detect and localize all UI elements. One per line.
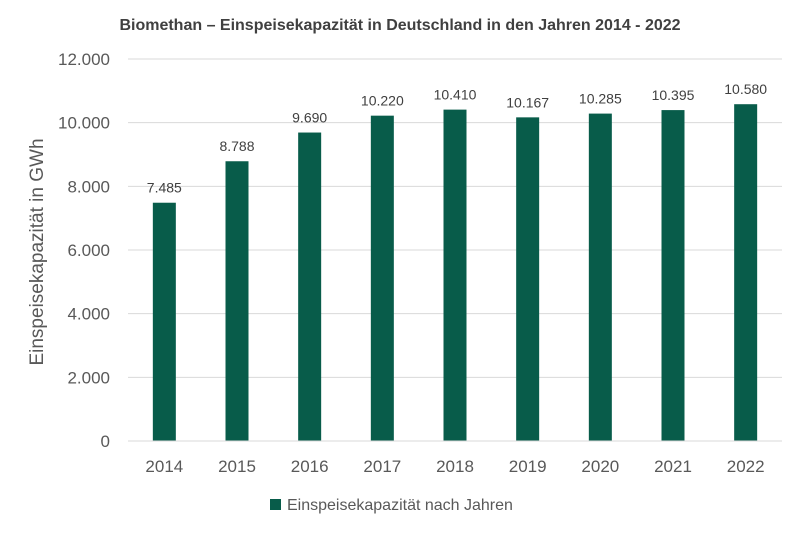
x-tick-label: 2014 <box>145 457 183 476</box>
x-axis-ticks: 2014 2015 2016 2017 2018 2019 2020 2021 2022 <box>145 457 764 476</box>
y-tick-label: 10.000 <box>58 114 110 133</box>
data-label: 10.410 <box>434 87 477 103</box>
x-tick-label: 2017 <box>363 457 401 476</box>
x-tick-label: 2015 <box>218 457 256 476</box>
data-label: 10.220 <box>361 93 404 109</box>
legend-swatch <box>270 499 281 510</box>
y-axis-ticks: 0 2.000 4.000 6.000 8.000 10.000 12.000 <box>58 50 110 451</box>
chart-title: Biomethan – Einspeisekapazität in Deutsc… <box>119 17 680 34</box>
bars <box>152 104 758 442</box>
bar <box>225 161 249 442</box>
bar <box>370 115 394 441</box>
x-tick-label: 2019 <box>509 457 547 476</box>
x-tick-label: 2021 <box>654 457 692 476</box>
data-labels: 7.485 8.788 9.690 10.220 10.410 10.167 10.285 1… <box>147 81 767 196</box>
bar <box>152 202 176 441</box>
bar <box>588 113 612 441</box>
y-tick-label: 6.000 <box>67 241 110 260</box>
y-tick-label: 8.000 <box>67 177 110 196</box>
y-tick-label: 0 <box>101 432 110 451</box>
bar <box>734 104 758 441</box>
data-label: 10.167 <box>506 94 549 110</box>
data-label: 10.285 <box>579 91 622 107</box>
data-label: 8.788 <box>219 138 254 154</box>
data-label: 10.395 <box>652 87 695 103</box>
y-axis-label: Einspeisekapazität in GWh <box>27 138 48 365</box>
y-tick-label: 2.000 <box>67 368 110 387</box>
x-tick-label: 2020 <box>581 457 619 476</box>
y-tick-label: 12.000 <box>58 50 110 69</box>
legend-label: Einspeisekapazität nach Jahren <box>287 497 513 514</box>
bar <box>298 132 322 441</box>
data-label: 7.485 <box>147 180 182 196</box>
data-label: 10.580 <box>724 81 767 97</box>
bar <box>661 110 685 441</box>
legend: Einspeisekapazität nach Jahren <box>270 497 513 514</box>
y-tick-label: 4.000 <box>67 305 110 324</box>
x-tick-label: 2022 <box>727 457 765 476</box>
x-tick-label: 2016 <box>291 457 329 476</box>
data-label: 9.690 <box>292 110 327 126</box>
bar <box>516 117 540 442</box>
x-tick-label: 2018 <box>436 457 474 476</box>
bar <box>443 109 467 442</box>
